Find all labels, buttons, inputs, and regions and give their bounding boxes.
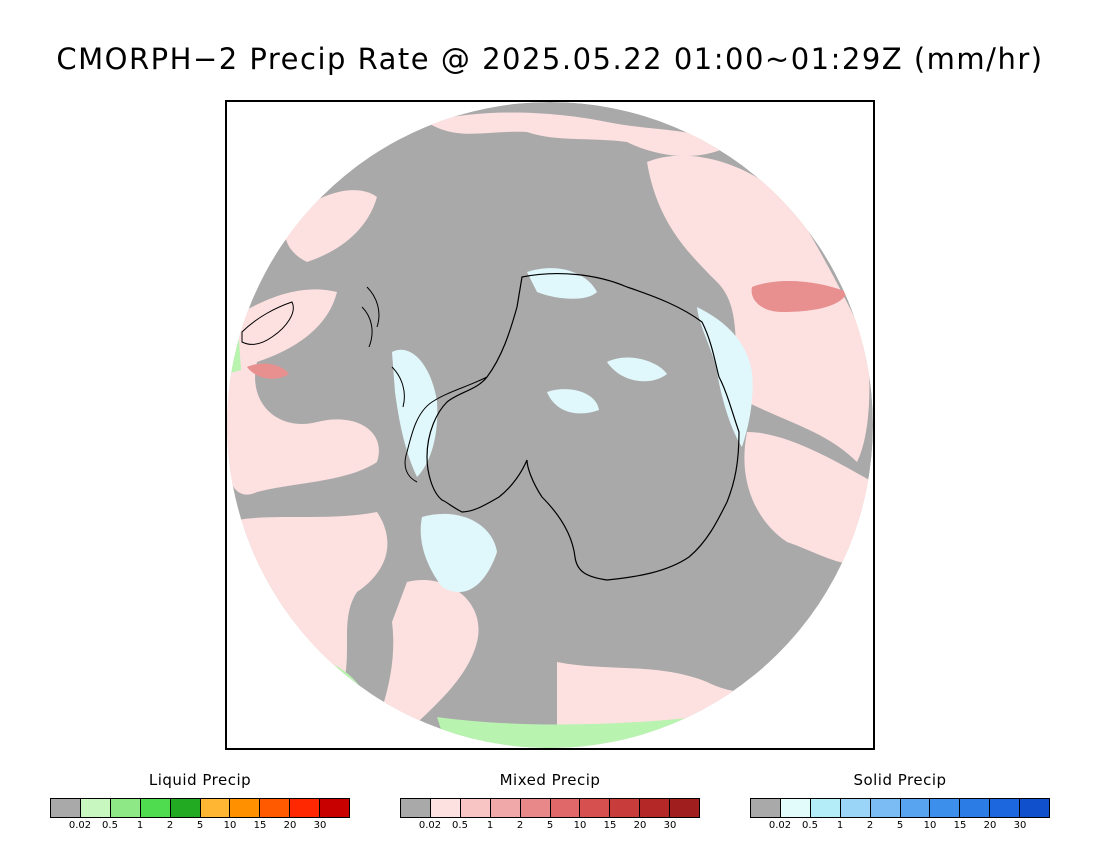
colorbar-swatch [230,799,261,817]
colorbar-swatch [930,799,961,817]
south-america-tip-coastline [241,301,294,345]
solid-precip-area-east-coast [697,307,753,447]
colorbar-tick-label: 0.5 [102,820,118,831]
colorbar-tick-label: 2 [866,820,874,831]
colorbar-swatch [80,799,111,817]
colorbar-swatch [640,799,671,817]
colorbar [400,798,700,818]
colorbar-swatch [140,799,171,817]
colorbar-swatch [430,799,461,817]
colorbar-tick-label: 30 [313,820,327,831]
colorbar-tick-label: 30 [663,820,677,831]
colorbar-tick-label: 0.02 [418,820,442,831]
colorbar-swatch [51,799,81,817]
colorbar-swatch [460,799,491,817]
colorbar-swatch [170,799,201,817]
colorbar-tick-label: 30 [1013,820,1027,831]
colorbar-tick-label: 20 [983,820,997,831]
colorbar-swatch [670,799,700,817]
peninsula-islands-coastline [361,286,405,408]
colorbar [50,798,350,818]
colorbar-swatch [550,799,581,817]
colorbar-swatch [320,799,350,817]
colorbar-tick-label: 20 [633,820,647,831]
legend-liquid-precip: Liquid Precip 0.02 0.5 1 2 5 10 15 20 30 [50,770,350,832]
colorbar-swatch [840,799,871,817]
colorbar-ticks: 0.02 0.5 1 2 5 10 15 20 30 [400,818,700,832]
colorbar-tick-label: 15 [253,820,267,831]
colorbar-swatch [990,799,1021,817]
mixed-precip-area-south [367,580,479,748]
colorbar-tick-label: 2 [166,820,174,831]
colorbar-tick-label: 20 [283,820,297,831]
colorbar-tick-label: 10 [573,820,587,831]
legend-mixed-precip: Mixed Precip 0.02 0.5 1 2 5 10 15 20 30 [400,770,700,832]
mixed-precip-area-northeast [647,155,870,462]
solid-precip-area-interior [527,268,667,414]
colorbar-tick-label: 0.02 [68,820,92,831]
colorbar-swatch [520,799,551,817]
colorbar-tick-label: 0.02 [768,820,792,831]
colorbar-tick-label: 10 [223,820,237,831]
colorbar-swatch [260,799,291,817]
legend-title: Mixed Precip [499,771,601,789]
mixed-precip-core-east [751,280,847,312]
colorbar-ticks: 0.02 0.5 1 2 5 10 15 20 30 [750,818,1050,832]
colorbar-tick-label: 0.5 [802,820,818,831]
solid-precip-area-ross-sea [420,513,497,593]
colorbar-ticks: 0.02 0.5 1 2 5 10 15 20 30 [50,818,350,832]
colorbar-swatch [401,799,431,817]
colorbar-swatch [610,799,641,817]
colorbar-swatch [490,799,521,817]
legend-title: Solid Precip [853,771,947,789]
colorbar-tick-label: 1 [836,820,844,831]
legend-title: Liquid Precip [148,771,252,789]
legend-solid-precip: Solid Precip 0.02 0.5 1 2 5 10 15 20 30 [750,770,1050,832]
colorbar-swatch [870,799,901,817]
colorbar-tick-label: 1 [136,820,144,831]
colorbar-swatch [900,799,931,817]
colorbar-tick-label: 5 [196,820,204,831]
chart-title: CMORPH−2 Precip Rate @ 2025.05.22 01:00~… [56,42,1044,76]
colorbar-swatch [751,799,781,817]
antarctica-coastline [426,273,740,581]
colorbar-tick-label: 15 [603,820,617,831]
colorbar-tick-label: 15 [953,820,967,831]
mixed-precip-area-east [744,432,873,565]
map-panel [225,100,875,750]
colorbar-swatch [780,799,811,817]
colorbar-swatch [810,799,841,817]
colorbar-swatch [110,799,141,817]
antarctic-peninsula-coastline [404,376,488,483]
solid-precip-area-peninsula [392,349,438,477]
colorbar-tick-label: 1 [486,820,494,831]
mixed-precip-core-west [247,363,289,379]
precip-map [227,102,873,748]
colorbar-tick-label: 10 [923,820,937,831]
colorbar-tick-label: 0.5 [452,820,468,831]
colorbar-swatch [200,799,231,817]
colorbar-swatch [960,799,991,817]
mixed-precip-area-north [427,112,727,157]
colorbar-tick-label: 2 [516,820,524,831]
colorbar-swatch [1020,799,1050,817]
colorbar-tick-label: 5 [546,820,554,831]
colorbar [750,798,1050,818]
colorbar-swatch [580,799,611,817]
colorbar-tick-label: 5 [896,820,904,831]
colorbar-swatch [290,799,321,817]
